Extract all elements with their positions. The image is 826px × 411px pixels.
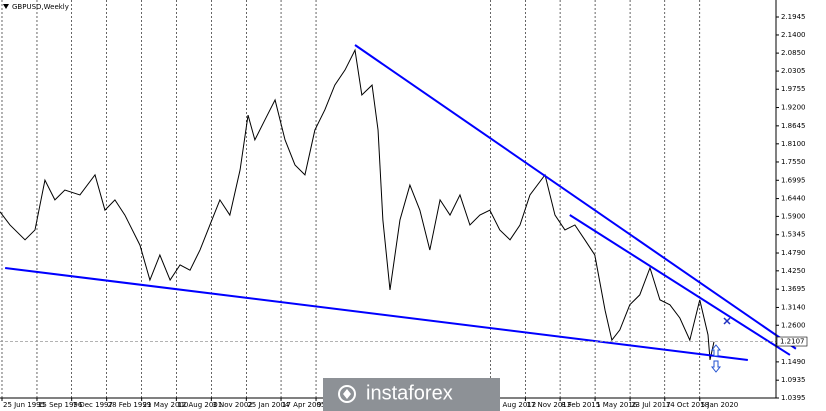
- y-tick-label: 1.8645: [781, 122, 806, 130]
- cross-marker: [723, 317, 731, 325]
- current-price-box: [776, 336, 808, 347]
- y-tick-label: 2.0305: [781, 67, 806, 75]
- y-tick-label: 1.6995: [781, 176, 806, 184]
- x-tick-label: 5 Jan 2020: [701, 401, 739, 409]
- y-tick-label: 1.9200: [781, 104, 806, 112]
- y-tick-label: 1.2600: [781, 321, 806, 329]
- x-tick-label: 17 Nov 2013: [526, 401, 571, 409]
- y-tick-label: 1.9755: [781, 85, 806, 93]
- logo-icon-inner: [343, 389, 351, 399]
- y-tick-label: 1.8100: [781, 140, 806, 148]
- y-tick-label: 1.1490: [781, 358, 806, 366]
- y-tick-label: 2.0850: [781, 49, 806, 57]
- x-tick-label: 7 Dec 1997: [73, 401, 113, 409]
- logo: instaforex: [323, 378, 500, 411]
- x-tick-label: 8 Feb 2015: [561, 401, 600, 409]
- y-tick-label: 1.4250: [781, 267, 806, 275]
- y-tick-label: 1.3695: [781, 285, 806, 293]
- trend-line: [354, 44, 797, 350]
- chart-title: GBPUSD,Weekly: [12, 3, 69, 11]
- logo-text: instaforex: [366, 382, 453, 404]
- trend-line: [4, 266, 748, 361]
- y-tick-label: 2.1400: [781, 31, 806, 39]
- logo-box: [323, 378, 500, 411]
- x-tick-label: 14 Oct 2018: [666, 401, 709, 409]
- data-layer: [0, 44, 797, 361]
- down-arrow: [710, 360, 722, 373]
- x-tick-label: 15 Sep 1996: [38, 401, 83, 409]
- x-tick-label: 17 Apr 2005: [282, 401, 325, 409]
- y-tick-label: 1.5345: [781, 231, 806, 239]
- y-tick-label: 1.6440: [781, 195, 806, 203]
- x-tick-label: 3 Nov 2002: [212, 401, 252, 409]
- trend-line: [569, 214, 791, 356]
- y-tick-label: 1.3140: [781, 303, 806, 311]
- x-tick-label: 28 Feb 1999: [108, 401, 152, 409]
- x-tick-label: 26 Aug 2012: [491, 401, 536, 409]
- x-tick-label: 23 Jul 2017: [631, 401, 671, 409]
- y-tick-label: 1.7550: [781, 158, 806, 166]
- y-tick-label: 1.0935: [781, 376, 806, 384]
- y-tick-label: 1.4790: [781, 249, 806, 257]
- y-tick-label: 1.5900: [781, 212, 806, 220]
- current-price-label: 1.2107: [780, 338, 805, 346]
- y-tick-label: 1.0395: [781, 394, 806, 402]
- symbol-icon: [3, 4, 9, 9]
- price-line: [0, 48, 715, 361]
- y-tick-label: 2.1945: [781, 13, 806, 21]
- x-tick-label: 25 Jan 2004: [247, 401, 290, 409]
- x-tick-label: 12 Aug 2001: [177, 401, 222, 409]
- x-tick-label: 25 Jun 1995: [3, 401, 45, 409]
- x-tick-label: 21 May 2000: [143, 401, 189, 409]
- x-tick-label: 1 May 2016: [596, 401, 638, 409]
- annotations: [710, 317, 731, 373]
- logo-icon: [338, 385, 356, 403]
- up-arrow: [710, 344, 722, 357]
